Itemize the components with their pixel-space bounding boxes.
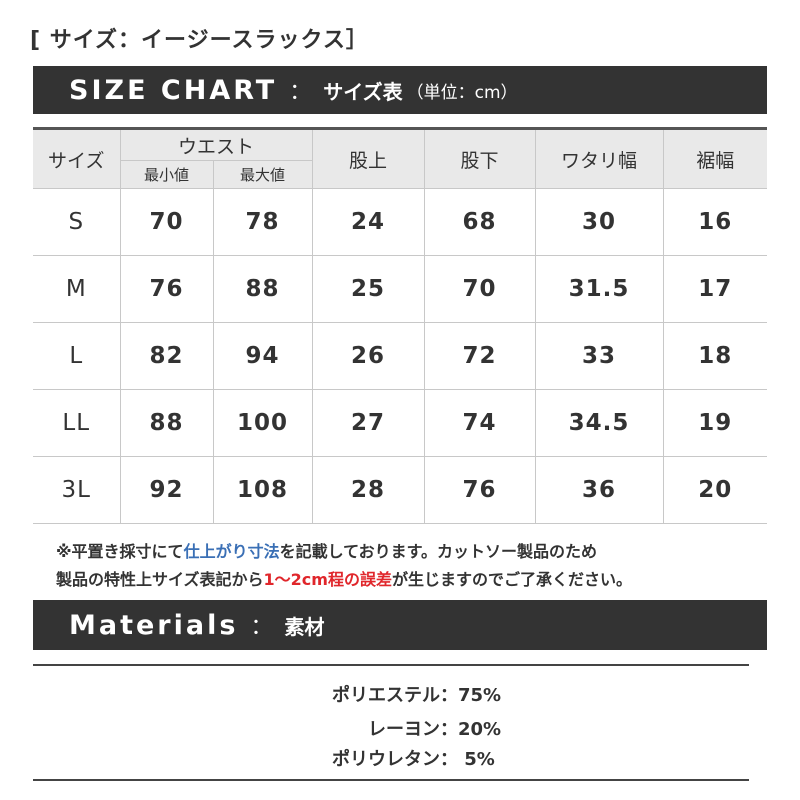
note-highlight-red: 1～2cm程の誤差 xyxy=(263,570,392,589)
material-value: ：20% xyxy=(440,719,502,740)
size-value: 70 xyxy=(119,188,214,256)
size-value: 74 xyxy=(423,389,536,457)
header-waist-max: 最大値 xyxy=(212,160,313,189)
materials-banner: Materials ： 素材 xyxy=(33,600,767,650)
size-table: サイズ ウエスト 股上 股下 ワタリ幅 裾幅 最小値 最大値 S 70 78 24 68… xyxy=(33,127,768,524)
materials-colon: ： xyxy=(250,615,273,640)
size-value: 82 xyxy=(119,322,214,390)
size-value: 26 xyxy=(311,322,425,390)
header-waist-min: 最小値 xyxy=(120,160,214,189)
material-value: ： 5% xyxy=(440,749,495,770)
size-value: 30 xyxy=(534,188,664,256)
size-value: 18 xyxy=(662,322,768,390)
size-value: 25 xyxy=(311,255,425,323)
material-name: レーヨン xyxy=(368,719,440,740)
size-value: 34.5 xyxy=(534,389,664,457)
size-chart-banner: SIZE CHART ： サイズ表 （単位：cm） xyxy=(33,66,767,114)
materials-title-en: Materials xyxy=(69,609,239,641)
size-label: M xyxy=(33,255,121,323)
size-value: 100 xyxy=(212,389,313,457)
table-row: M 76 88 25 70 31.5 17 xyxy=(33,255,768,323)
banner-title-en: SIZE CHART xyxy=(69,74,278,106)
size-value: 88 xyxy=(119,389,214,457)
note-line-2: 製品の特性上サイズ表記から1～2cm程の誤差が生じますのでご了承ください。 xyxy=(56,566,632,590)
size-value: 92 xyxy=(119,456,214,524)
size-value: 24 xyxy=(311,188,425,256)
table-row: L 82 94 26 72 33 18 xyxy=(33,322,768,390)
header-waist: ウエスト xyxy=(119,127,313,161)
size-value: 78 xyxy=(212,188,313,256)
note-text: を記載しております。カットソー製品のため xyxy=(279,542,598,561)
divider-bottom xyxy=(33,779,749,781)
size-value: 68 xyxy=(423,188,536,256)
note-highlight-blue: 仕上がり寸法 xyxy=(183,542,280,561)
size-label: 3L xyxy=(33,456,121,524)
note-text: が生じますのでご了承ください。 xyxy=(391,570,632,589)
size-value: 76 xyxy=(119,255,214,323)
size-value: 76 xyxy=(423,456,536,524)
size-value: 19 xyxy=(662,389,768,457)
note-line-1: ※平置き採寸にて仕上がり寸法を記載しております。カットソー製品のため xyxy=(56,538,597,562)
size-label: L xyxy=(33,322,121,390)
size-value: 20 xyxy=(662,456,768,524)
table-row: S 70 78 24 68 30 16 xyxy=(33,188,768,256)
size-value: 88 xyxy=(212,255,313,323)
header-rise: 股上 xyxy=(311,127,425,189)
note-text: 製品の特性上サイズ表記から xyxy=(56,570,264,589)
material-name: ポリエステル xyxy=(332,685,440,706)
size-label: LL xyxy=(33,389,121,457)
note-text: ※平置き採寸にて xyxy=(56,542,184,561)
materials-title-jp: 素材 xyxy=(284,614,325,639)
size-value: 72 xyxy=(423,322,536,390)
table-row: LL 88 100 27 74 34.5 19 xyxy=(33,389,768,457)
size-value: 94 xyxy=(212,322,313,390)
size-value: 28 xyxy=(311,456,425,524)
page-title: [ サイズ：イージースラックス］ xyxy=(30,28,369,53)
size-value: 70 xyxy=(423,255,536,323)
size-label: S xyxy=(33,188,121,256)
size-value: 36 xyxy=(534,456,664,524)
size-value: 27 xyxy=(311,389,425,457)
divider-top xyxy=(33,664,749,666)
material-name: ポリウレタン xyxy=(332,749,440,770)
table-row: 3L 92 108 28 76 36 20 xyxy=(33,456,768,524)
material-value: ：75% xyxy=(440,685,502,706)
size-value: 33 xyxy=(534,322,664,390)
size-value: 31.5 xyxy=(534,255,664,323)
size-value: 16 xyxy=(662,188,768,256)
banner-colon: ： xyxy=(289,80,312,105)
header-inseam: 股下 xyxy=(423,127,536,189)
banner-unit: （単位：cm） xyxy=(406,82,518,103)
size-value: 17 xyxy=(662,255,768,323)
header-thigh: ワタリ幅 xyxy=(534,127,664,189)
banner-title-jp: サイズ表 xyxy=(323,79,403,104)
header-hem: 裾幅 xyxy=(662,127,768,189)
size-value: 108 xyxy=(212,456,313,524)
header-size: サイズ xyxy=(33,127,121,189)
